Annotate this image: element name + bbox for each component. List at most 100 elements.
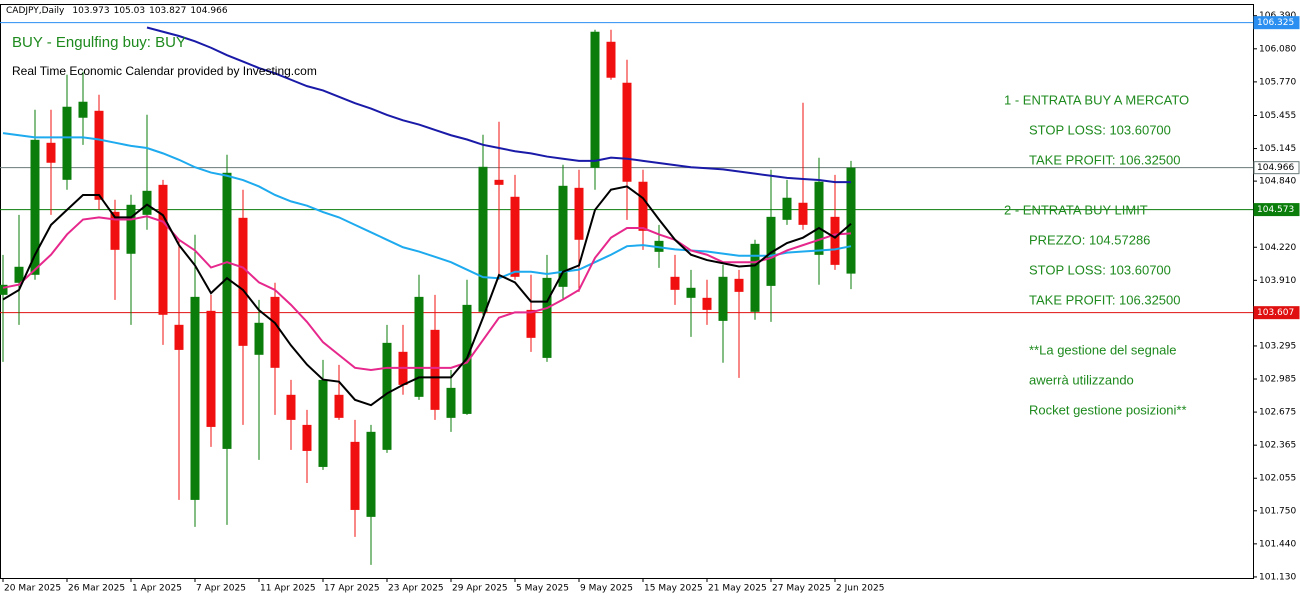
panel-text: STOP LOSS: 103.60700 — [1029, 262, 1171, 277]
candle-body — [734, 278, 744, 292]
candle-body — [622, 82, 632, 182]
x-tick-label: 27 May 2025 — [772, 584, 831, 594]
moving-average — [2, 185, 852, 407]
x-tick-label: 1 Apr 2025 — [132, 584, 182, 594]
y-tick-label: 101.750 — [1259, 506, 1296, 516]
candle-body — [238, 217, 248, 346]
panel-text: 1 - ENTRATA BUY A MERCATO — [1004, 92, 1189, 107]
calendar-note: Real Time Economic Calendar provided by … — [12, 64, 317, 78]
candle-body — [366, 431, 376, 517]
y-tick-label: 101.130 — [1259, 572, 1296, 582]
y-tick-label: 105.770 — [1259, 77, 1296, 87]
x-tick-label: 20 Mar 2025 — [4, 584, 61, 594]
candle-body — [766, 216, 776, 286]
candle-body — [46, 142, 56, 163]
candle-body — [814, 181, 824, 255]
candle-body — [318, 379, 328, 467]
moving-average — [2, 132, 852, 280]
candle-body — [494, 179, 504, 185]
panel-text: TAKE PROFIT: 106.32500 — [1029, 292, 1181, 307]
candle-body — [718, 276, 728, 321]
x-tick-label: 21 May 2025 — [708, 584, 767, 594]
y-tick-label: 102.675 — [1259, 408, 1296, 418]
x-tick-label: 11 Apr 2025 — [260, 584, 316, 594]
y-tick-label: 104.220 — [1259, 243, 1296, 253]
candle-body — [110, 211, 120, 250]
y-tick-label: 103.295 — [1259, 341, 1296, 351]
bid-tag — [1253, 161, 1300, 175]
header-close: 104.966 — [190, 6, 227, 16]
x-tick-label: 29 Apr 2025 — [452, 584, 508, 594]
candle-body — [0, 284, 8, 295]
moving-average — [146, 26, 851, 184]
panel-text: STOP LOSS: 103.60700 — [1029, 122, 1171, 137]
header-high: 105.03 — [114, 6, 146, 16]
x-tick-label: 7 Apr 2025 — [196, 584, 246, 594]
panel-text: 2 - ENTRATA BUY LIMIT — [1004, 202, 1148, 217]
panel-text: **La gestione del segnale — [1029, 342, 1176, 357]
bid-tag-label: 104.966 — [1257, 163, 1294, 173]
panel-text: TAKE PROFIT: 106.32500 — [1029, 152, 1181, 167]
level-tag-label: 103.607 — [1257, 308, 1294, 318]
header-open: 103.973 — [72, 6, 109, 16]
y-tick-label: 102.985 — [1259, 375, 1296, 385]
candle-body — [526, 309, 536, 338]
candle-body — [350, 441, 360, 510]
x-tick-label: 15 May 2025 — [644, 584, 703, 594]
x-tick-label: 9 May 2025 — [580, 584, 633, 594]
moving-average — [2, 215, 852, 371]
candle-body — [542, 277, 552, 358]
candle-body — [222, 172, 232, 449]
candle-body — [302, 424, 312, 451]
level-tag — [1253, 16, 1300, 30]
y-tick-label: 104.840 — [1259, 177, 1296, 187]
candle-body — [446, 387, 456, 418]
panel-text: Rocket gestione posizioni** — [1029, 402, 1187, 417]
candle-body — [670, 276, 680, 290]
candle-body — [254, 322, 264, 355]
candle-body — [30, 139, 40, 275]
candle-body — [270, 296, 280, 368]
candle-body — [382, 342, 392, 450]
y-tick-label: 105.145 — [1259, 144, 1296, 154]
marks — [0, 22, 1253, 565]
candle-body — [14, 266, 24, 283]
candle-body — [334, 394, 344, 418]
x-tick-label: 17 Apr 2025 — [324, 584, 380, 594]
candle-body — [702, 297, 712, 310]
candle-body — [846, 167, 856, 274]
y-tick-label: 105.455 — [1259, 111, 1296, 121]
level-tag — [1253, 306, 1300, 320]
candle-body — [94, 110, 104, 200]
level-tag — [1253, 203, 1300, 217]
header-low: 103.827 — [149, 6, 186, 16]
candle-body — [206, 310, 216, 427]
candle-body — [414, 296, 424, 397]
x-tick-label: 26 Mar 2025 — [68, 584, 125, 594]
candle-body — [782, 197, 792, 220]
candle-body — [142, 190, 152, 215]
candle-body — [62, 106, 72, 180]
symbol: CADJPY,Daily — [6, 6, 65, 16]
panel-text: PREZZO: 104.57286 — [1029, 232, 1150, 247]
candle-body — [606, 41, 616, 78]
chart-header: CADJPY,Daily 103.973 105.03 103.827 104.966 — [6, 6, 228, 16]
candle-body — [590, 31, 600, 168]
x-tick-label: 2 Jun 2025 — [836, 584, 884, 594]
level-tag-label: 106.325 — [1257, 18, 1294, 28]
y-tick-label: 103.910 — [1259, 276, 1296, 286]
candle-body — [750, 243, 760, 312]
candle-body — [830, 216, 840, 265]
y-tick-label: 106.080 — [1259, 44, 1296, 54]
x-tick-label: 5 May 2025 — [516, 584, 569, 594]
y-tick-label: 102.365 — [1259, 441, 1296, 451]
candle-body — [686, 287, 696, 298]
signal-text: BUY - Engulfing buy: BUY — [12, 34, 186, 51]
candle-body — [174, 324, 184, 350]
y-tick-label: 102.055 — [1259, 474, 1296, 484]
candle-body — [430, 329, 440, 410]
candle-body — [190, 296, 200, 500]
candle-body — [574, 187, 584, 240]
candle-body — [558, 185, 568, 287]
